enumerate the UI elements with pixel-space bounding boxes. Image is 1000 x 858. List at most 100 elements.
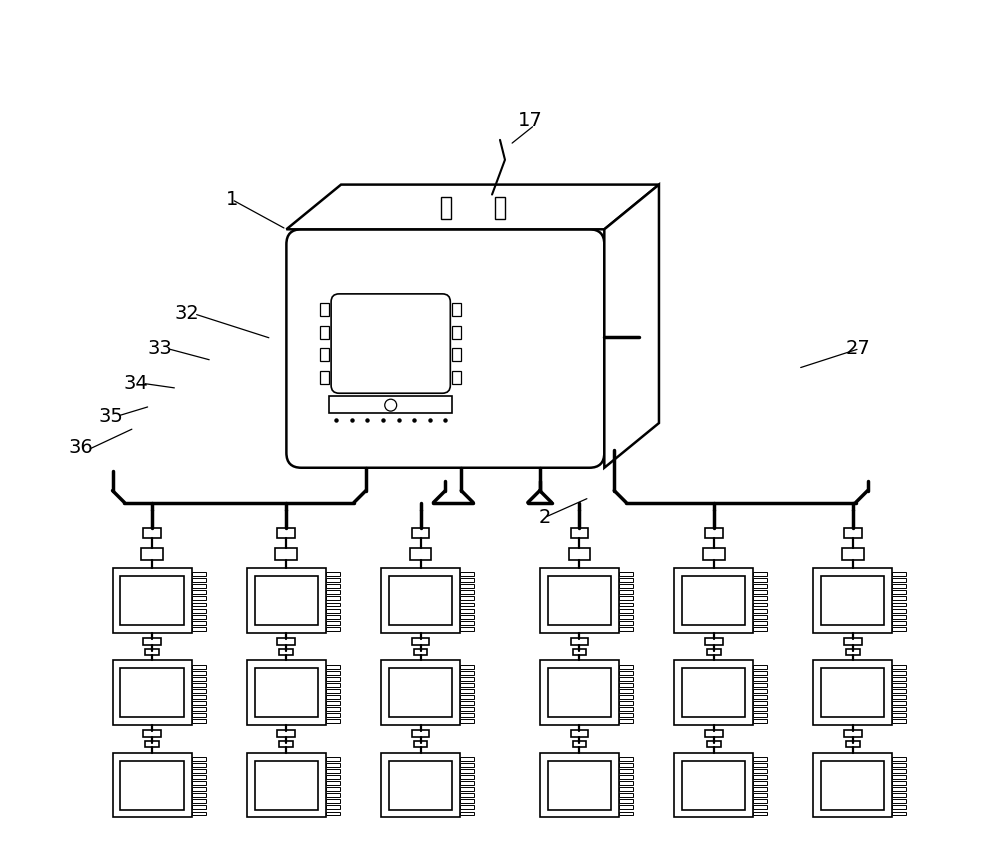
FancyBboxPatch shape xyxy=(286,229,604,468)
Bar xyxy=(192,620,206,625)
Bar xyxy=(277,529,295,538)
Bar xyxy=(619,701,633,705)
Text: 35: 35 xyxy=(98,407,123,426)
Bar xyxy=(846,741,860,747)
Bar xyxy=(412,529,429,538)
Bar xyxy=(326,713,340,717)
Bar xyxy=(326,800,340,803)
Bar xyxy=(619,757,633,761)
Bar xyxy=(145,741,159,747)
Bar xyxy=(192,769,206,773)
Bar xyxy=(753,775,767,779)
Bar xyxy=(571,730,588,737)
Bar xyxy=(279,741,293,747)
Bar xyxy=(326,812,340,815)
Bar xyxy=(619,794,633,797)
Bar xyxy=(460,608,474,613)
Bar xyxy=(326,763,340,767)
Bar xyxy=(892,626,906,631)
Bar xyxy=(753,620,767,625)
Bar xyxy=(705,529,723,538)
Bar xyxy=(619,620,633,625)
Bar xyxy=(619,788,633,791)
Bar xyxy=(540,752,619,818)
Bar xyxy=(619,806,633,809)
Text: 33: 33 xyxy=(148,339,173,358)
Bar xyxy=(753,707,767,711)
Bar xyxy=(460,719,474,723)
Bar xyxy=(192,775,206,779)
Bar xyxy=(619,626,633,631)
Bar xyxy=(892,596,906,601)
Bar xyxy=(619,695,633,699)
Bar xyxy=(821,576,884,625)
Bar xyxy=(192,578,206,583)
Bar xyxy=(389,761,452,809)
Bar xyxy=(619,614,633,619)
Bar xyxy=(460,614,474,619)
Bar xyxy=(460,788,474,791)
Bar xyxy=(548,668,611,717)
Bar xyxy=(619,775,633,779)
Bar xyxy=(753,665,767,668)
Polygon shape xyxy=(604,184,659,468)
Bar xyxy=(892,614,906,619)
Bar xyxy=(753,596,767,601)
Bar xyxy=(619,707,633,711)
Bar xyxy=(143,529,161,538)
Bar xyxy=(460,626,474,631)
Bar xyxy=(460,812,474,815)
Bar xyxy=(120,668,184,717)
Bar xyxy=(326,671,340,674)
Bar xyxy=(844,529,862,538)
Bar xyxy=(707,741,721,747)
Bar xyxy=(892,701,906,705)
Bar xyxy=(753,769,767,773)
Bar xyxy=(892,794,906,797)
Bar xyxy=(255,668,318,717)
Bar xyxy=(707,649,721,655)
Bar xyxy=(326,620,340,625)
Bar xyxy=(326,626,340,631)
Bar xyxy=(326,578,340,583)
Bar xyxy=(326,701,340,705)
Bar xyxy=(892,602,906,607)
Bar xyxy=(753,713,767,717)
Bar xyxy=(619,769,633,773)
Bar xyxy=(192,665,206,668)
Bar xyxy=(414,741,427,747)
Bar xyxy=(192,584,206,589)
Bar xyxy=(892,800,906,803)
Bar xyxy=(192,602,206,607)
Bar xyxy=(892,620,906,625)
Bar xyxy=(247,568,326,632)
Bar xyxy=(326,707,340,711)
Bar xyxy=(389,668,452,717)
Bar xyxy=(113,568,192,632)
Bar xyxy=(192,782,206,785)
Bar xyxy=(460,602,474,607)
Bar xyxy=(753,671,767,674)
Bar xyxy=(892,806,906,809)
Bar xyxy=(414,649,427,655)
Bar xyxy=(381,752,460,818)
Bar xyxy=(821,668,884,717)
Bar xyxy=(619,782,633,785)
Bar xyxy=(753,695,767,699)
Text: 17: 17 xyxy=(517,111,542,130)
Bar xyxy=(753,584,767,589)
Bar xyxy=(381,661,460,725)
Bar xyxy=(143,637,161,644)
Bar xyxy=(619,677,633,680)
Bar xyxy=(892,782,906,785)
Bar xyxy=(277,730,295,737)
Bar xyxy=(460,707,474,711)
Bar xyxy=(320,304,329,317)
Bar xyxy=(192,608,206,613)
Bar xyxy=(326,775,340,779)
Bar xyxy=(460,665,474,668)
Bar xyxy=(753,757,767,761)
Bar xyxy=(619,689,633,692)
Bar xyxy=(892,719,906,723)
Bar xyxy=(892,812,906,815)
